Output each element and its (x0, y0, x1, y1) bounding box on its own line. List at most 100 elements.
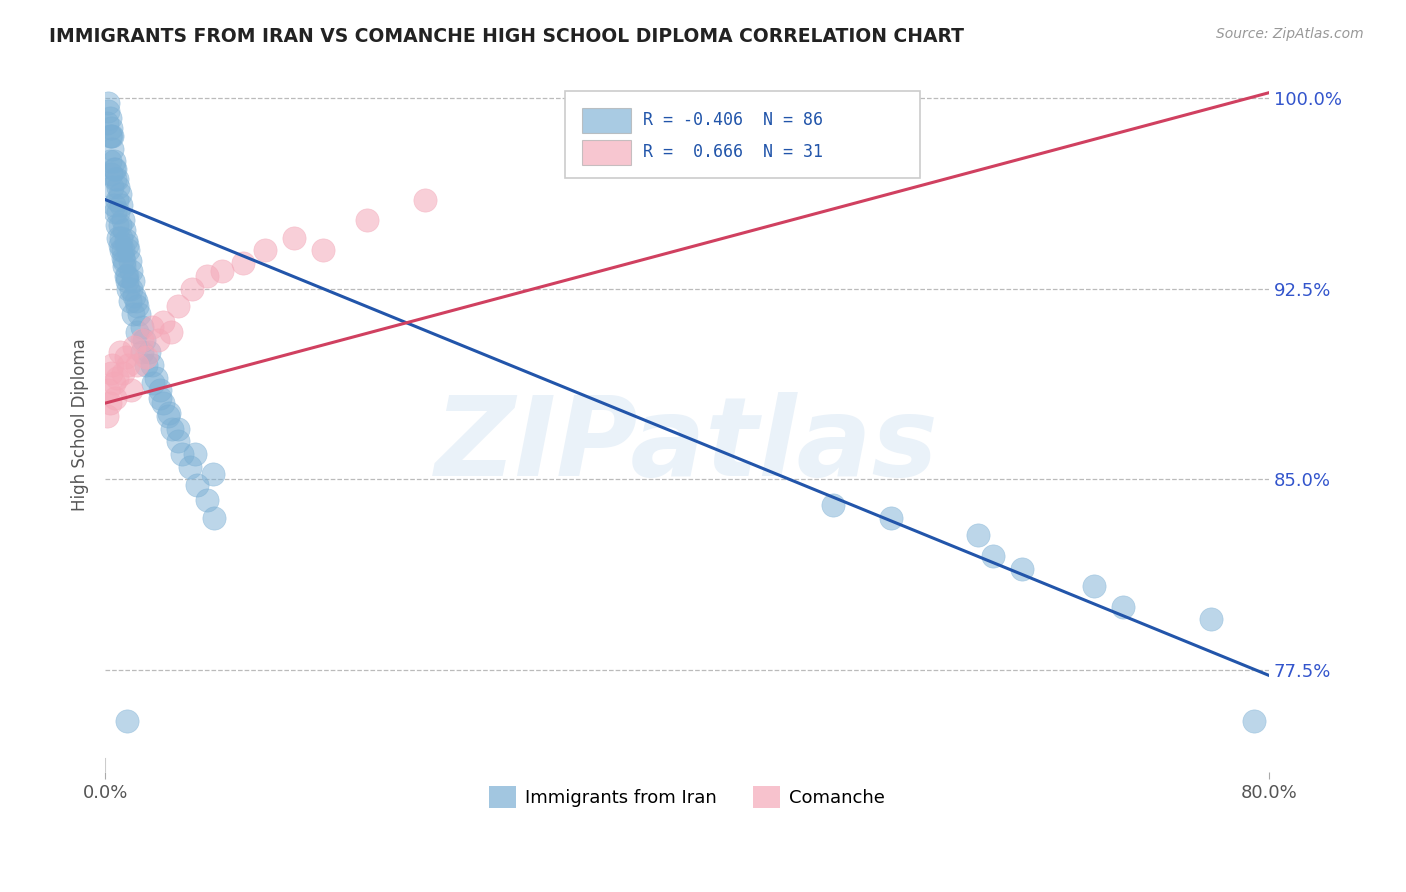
Point (101, 358, 124, 372)
Point (127, 300, 149, 314)
Point (413, 193, 436, 207)
Point (127, 358, 149, 372)
Point (125, 294, 148, 309)
Point (97, 95, 120, 110)
Point (103, 376, 125, 390)
Point (141, 319, 163, 334)
Point (117, 244, 139, 258)
Point (135, 358, 157, 372)
Point (108, 238, 131, 252)
Point (1112, 599, 1135, 614)
Point (152, 396, 174, 410)
Text: IMMIGRANTS FROM IRAN VS COMANCHE HIGH SCHOOL DIPLOMA CORRELATION CHART: IMMIGRANTS FROM IRAN VS COMANCHE HIGH SC… (49, 27, 965, 45)
Point (101, 179, 124, 194)
Point (179, 459, 201, 474)
Point (1011, 561, 1033, 575)
Point (112, 253, 135, 268)
Point (111, 251, 134, 265)
Point (98, 396, 121, 410)
Point (128, 307, 150, 321)
Point (142, 376, 165, 390)
Point (131, 319, 153, 334)
Point (105, 172, 128, 186)
Point (110, 231, 132, 245)
Point (195, 268, 218, 283)
Point (114, 351, 136, 365)
Point (104, 172, 127, 186)
Point (201, 467, 224, 482)
Point (114, 233, 136, 247)
Y-axis label: High School Diploma: High School Diploma (72, 338, 89, 511)
Point (108, 187, 131, 202)
Point (184, 447, 207, 461)
Point (100, 366, 122, 380)
Point (117, 358, 139, 372)
Point (821, 498, 844, 512)
Point (156, 409, 179, 423)
Point (232, 256, 254, 270)
Point (202, 510, 225, 524)
Point (1199, 612, 1222, 626)
Point (100, 121, 122, 136)
Point (981, 549, 1004, 563)
Point (111, 366, 134, 380)
Point (141, 358, 163, 372)
Point (112, 259, 135, 273)
Point (111, 244, 134, 258)
Point (105, 370, 128, 384)
Point (880, 510, 903, 524)
Point (181, 282, 204, 296)
Point (149, 391, 172, 405)
Point (131, 345, 153, 359)
FancyBboxPatch shape (565, 91, 920, 178)
Point (254, 244, 277, 258)
Point (1083, 579, 1105, 593)
Point (104, 391, 127, 405)
Point (167, 300, 190, 314)
Point (108, 218, 131, 232)
Point (112, 223, 135, 237)
Point (118, 253, 141, 268)
Point (356, 213, 378, 227)
Point (121, 307, 143, 321)
Point (120, 264, 142, 278)
FancyBboxPatch shape (582, 140, 631, 165)
Point (135, 351, 157, 365)
Legend: Immigrants from Iran, Comanche: Immigrants from Iran, Comanche (482, 779, 893, 815)
Point (149, 384, 172, 398)
Point (167, 434, 190, 449)
Point (138, 345, 160, 359)
Point (101, 142, 124, 156)
Point (107, 205, 129, 219)
Point (100, 128, 122, 143)
Point (1243, 714, 1265, 729)
Point (97, 103, 120, 118)
Point (107, 179, 129, 194)
Text: R =  0.666  N = 31: R = 0.666 N = 31 (643, 144, 823, 161)
Point (118, 294, 141, 309)
FancyBboxPatch shape (582, 108, 631, 133)
Point (108, 345, 131, 359)
Point (124, 289, 146, 303)
Point (121, 274, 143, 288)
Point (124, 340, 146, 354)
Point (105, 193, 128, 207)
Point (115, 274, 138, 288)
Point (115, 238, 138, 252)
Point (117, 282, 139, 296)
Point (115, 714, 138, 729)
Text: ZIPatlas: ZIPatlas (436, 392, 939, 500)
Point (159, 325, 181, 339)
Point (131, 333, 153, 347)
Point (167, 421, 190, 435)
Point (152, 315, 174, 329)
Point (115, 268, 138, 283)
Point (172, 447, 194, 461)
Point (96, 116, 118, 130)
Point (100, 167, 122, 181)
Point (967, 528, 990, 542)
Point (103, 197, 125, 211)
Point (312, 244, 335, 258)
Point (160, 421, 183, 435)
Point (104, 162, 127, 177)
